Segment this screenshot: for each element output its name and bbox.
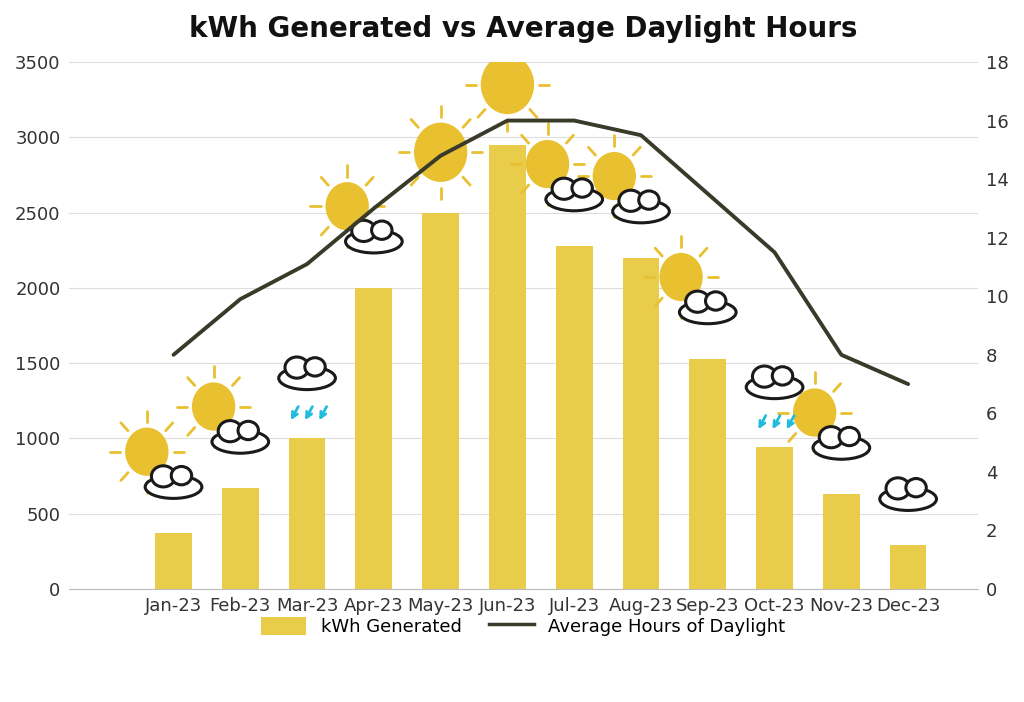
Bar bbox=[756, 447, 793, 589]
Bar bbox=[422, 213, 459, 589]
Bar bbox=[156, 534, 191, 589]
Ellipse shape bbox=[345, 230, 402, 253]
Ellipse shape bbox=[526, 140, 569, 188]
Ellipse shape bbox=[552, 178, 575, 199]
Ellipse shape bbox=[572, 179, 592, 197]
Ellipse shape bbox=[279, 366, 336, 390]
Ellipse shape bbox=[686, 291, 710, 312]
Ellipse shape bbox=[191, 383, 236, 430]
Ellipse shape bbox=[480, 55, 535, 114]
Bar bbox=[222, 488, 259, 589]
Bar bbox=[689, 359, 726, 589]
Bar bbox=[890, 545, 927, 589]
Bar bbox=[289, 439, 326, 589]
Title: kWh Generated vs Average Daylight Hours: kWh Generated vs Average Daylight Hours bbox=[189, 15, 857, 43]
Bar bbox=[623, 258, 659, 589]
Bar bbox=[823, 494, 860, 589]
Ellipse shape bbox=[593, 152, 636, 200]
Ellipse shape bbox=[238, 421, 258, 439]
Ellipse shape bbox=[680, 300, 736, 324]
Ellipse shape bbox=[793, 388, 837, 437]
Ellipse shape bbox=[125, 428, 169, 476]
Ellipse shape bbox=[880, 487, 937, 510]
Bar bbox=[355, 288, 392, 589]
Ellipse shape bbox=[171, 467, 191, 485]
Ellipse shape bbox=[886, 478, 910, 499]
Ellipse shape bbox=[813, 437, 869, 459]
Ellipse shape bbox=[212, 430, 268, 453]
Ellipse shape bbox=[839, 428, 859, 446]
Bar bbox=[489, 145, 525, 589]
Ellipse shape bbox=[414, 123, 467, 182]
Ellipse shape bbox=[305, 358, 326, 376]
Ellipse shape bbox=[906, 479, 927, 497]
Ellipse shape bbox=[326, 182, 369, 230]
Legend: kWh Generated, Average Hours of Daylight: kWh Generated, Average Hours of Daylight bbox=[254, 609, 793, 643]
Bar bbox=[556, 246, 593, 589]
Ellipse shape bbox=[218, 420, 242, 442]
Ellipse shape bbox=[285, 357, 309, 378]
Ellipse shape bbox=[352, 220, 376, 241]
Ellipse shape bbox=[612, 200, 670, 223]
Ellipse shape bbox=[639, 191, 659, 209]
Ellipse shape bbox=[145, 475, 202, 498]
Ellipse shape bbox=[152, 466, 175, 487]
Ellipse shape bbox=[706, 292, 726, 310]
Ellipse shape bbox=[372, 221, 392, 239]
Ellipse shape bbox=[618, 190, 643, 211]
Ellipse shape bbox=[819, 427, 843, 448]
Ellipse shape bbox=[659, 253, 702, 301]
Ellipse shape bbox=[772, 366, 793, 385]
Ellipse shape bbox=[546, 188, 602, 211]
Ellipse shape bbox=[746, 376, 803, 399]
Ellipse shape bbox=[753, 366, 776, 388]
